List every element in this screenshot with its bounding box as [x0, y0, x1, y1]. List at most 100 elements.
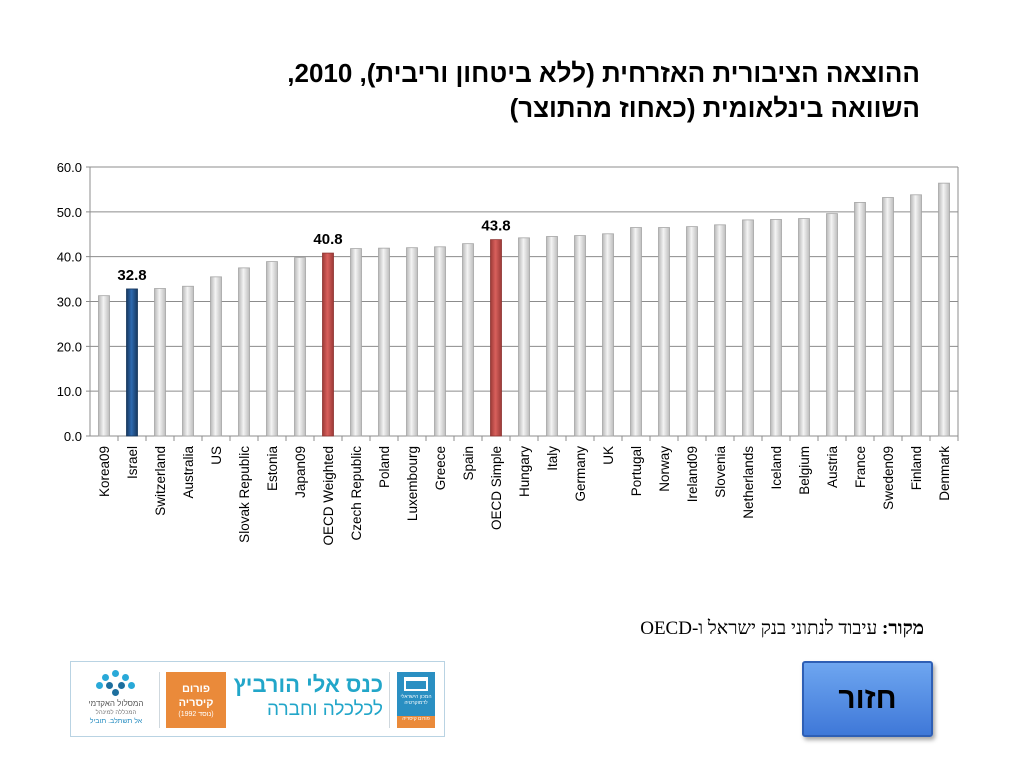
x-tick-label: Germany — [573, 446, 588, 502]
x-tick-label: OECD Simple — [489, 446, 504, 530]
bar-denmark — [938, 182, 950, 437]
sponsor-logos-banner: המסלול האקדמי המכללה למינהל אל תשתלב. תו… — [70, 661, 445, 737]
x-tick-label: Ireland09 — [685, 446, 700, 502]
bar-japan09 — [294, 257, 306, 437]
conference-logo: כנס אלי הורביץ לכלכלה וחברה — [233, 672, 383, 722]
source-label: מקור: — [882, 618, 924, 639]
data-labels: 32.8 40.8 43.8 — [117, 218, 510, 284]
conference-subtitle: לכלכלה וחברה — [267, 699, 383, 720]
bar-switzerland — [154, 288, 166, 437]
bar-slovenia — [714, 224, 726, 437]
x-tick-label: Iceland — [769, 446, 784, 490]
x-tick-label: Belgium — [797, 446, 812, 495]
x-tick-label: Netherlands — [741, 446, 756, 519]
bar-czech-republic — [350, 248, 362, 437]
x-tick-label: Austria — [825, 446, 840, 489]
x-tick-label: Sweden09 — [881, 446, 896, 510]
x-tick-label: Spain — [461, 446, 476, 481]
x-tick-label: Greece — [433, 446, 448, 490]
y-tick-label: 40.0 — [57, 250, 82, 265]
bar-finland — [910, 194, 922, 437]
bar-belgium — [798, 218, 810, 437]
y-tick-label: 10.0 — [57, 384, 82, 399]
x-tick-label: Slovenia — [713, 446, 728, 498]
bars — [98, 182, 950, 437]
y-tick-label: 50.0 — [57, 205, 82, 220]
x-tick-label: Luxembourg — [405, 446, 420, 521]
bar-netherlands — [742, 219, 754, 437]
x-tick-label: Portugal — [629, 446, 644, 496]
y-tick-label: 30.0 — [57, 295, 82, 310]
bar-uk — [602, 233, 614, 437]
x-tick-label: UK — [601, 446, 616, 465]
x-tick-label: OECD Weighted — [321, 446, 336, 546]
back-button[interactable]: חזור — [802, 661, 933, 737]
bar-us — [210, 276, 222, 437]
x-tick-label: Norway — [657, 446, 672, 492]
bar-hungary — [518, 237, 530, 437]
bar-germany — [574, 235, 586, 437]
x-tick-label: Estonia — [265, 446, 280, 492]
bar-austria — [826, 213, 838, 437]
y-axis: 0.0 10.0 20.0 30.0 40.0 50.0 60.0 — [57, 160, 82, 444]
bar-israel — [126, 288, 138, 437]
bar-estonia — [266, 261, 278, 437]
source-text: עיבוד לנתוני בנק ישראל ו-OECD — [640, 618, 878, 639]
bar-greece — [434, 246, 446, 437]
source-note: מקור: עיבוד לנתוני בנק ישראל ו-OECD — [640, 618, 924, 640]
dots-logo-icon — [94, 670, 138, 696]
academic-college-logo: המסלול האקדמי המכללה למינהל אל תשתלב. תו… — [79, 670, 153, 732]
logo-divider — [159, 672, 160, 728]
title-line-1: ההוצאה הציבורית האזרחית (ללא ביטחון וריב… — [287, 58, 920, 88]
x-tick-label: US — [209, 446, 224, 465]
title-line-2: השוואה בינלאומית (כאחוז מהתוצר) — [509, 93, 920, 123]
data-label: 32.8 — [117, 267, 146, 284]
caesarea-forum-logo: פורום קיסריה (נוסד 1992) — [166, 672, 226, 728]
academic-name: המסלול האקדמי — [88, 699, 144, 708]
bar-sweden09 — [882, 197, 894, 437]
x-tick-label: Hungary — [517, 446, 532, 497]
forum-year: (נוסד 1992) — [178, 711, 214, 718]
bar-australia — [182, 285, 194, 437]
bar-oecd-weighted — [322, 252, 334, 437]
x-tick-label: France — [853, 446, 868, 488]
bar-korea09 — [98, 295, 110, 437]
bar-poland — [378, 247, 390, 437]
institute-name: המכון הישראלי לדמוקרטיה — [400, 694, 432, 706]
bar-portugal — [630, 227, 642, 437]
x-tick-label: Czech Republic — [349, 446, 364, 541]
x-tick-label: Poland — [377, 446, 392, 488]
logo-divider — [389, 672, 390, 728]
x-tick-label: Israel — [125, 446, 140, 479]
bar-france — [854, 202, 866, 437]
bar-norway — [658, 227, 670, 437]
bar-oecd-simple — [490, 239, 502, 437]
forum-name: קיסריה — [178, 697, 214, 709]
x-tick-label: Switzerland — [153, 446, 168, 516]
y-tick-label: 60.0 — [57, 160, 82, 175]
bar-slovak-republic — [238, 267, 250, 437]
academic-sub: המכללה למינהל — [95, 710, 137, 716]
institute-sub: פורום קיסריה — [397, 716, 435, 728]
conference-title: כנס אלי הורביץ — [233, 672, 383, 697]
israel-democracy-institute-logo: המכון הישראלי לדמוקרטיה פורום קיסריה — [397, 672, 435, 728]
x-axis: Korea09 Israel Switzerland Australia US Slova… — [97, 436, 959, 546]
y-tick-label: 20.0 — [57, 339, 82, 354]
x-tick-label: Australia — [181, 446, 196, 499]
x-tick-label: Korea09 — [97, 446, 112, 497]
bar-italy — [546, 236, 558, 437]
x-tick-label: Denmark — [937, 446, 952, 501]
bar-iceland — [770, 219, 782, 437]
data-label: 43.8 — [481, 218, 510, 235]
x-tick-label: Finland — [909, 446, 924, 490]
page-title: ההוצאה הציבורית האזרחית (ללא ביטחון וריב… — [120, 56, 920, 126]
bar-luxembourg — [406, 247, 418, 437]
bar-ireland09 — [686, 226, 698, 437]
x-tick-label: Slovak Republic — [237, 446, 252, 543]
bar-spain — [462, 243, 474, 437]
bar-chart: 0.0 10.0 20.0 30.0 40.0 50.0 60.0 32.8 40.8 43.8… — [57, 160, 959, 546]
x-tick-label: Japan09 — [293, 446, 308, 498]
building-icon — [404, 677, 428, 691]
academic-tagline: אל תשתלב. תוביל — [89, 718, 143, 725]
x-tick-label: Italy — [545, 446, 560, 471]
